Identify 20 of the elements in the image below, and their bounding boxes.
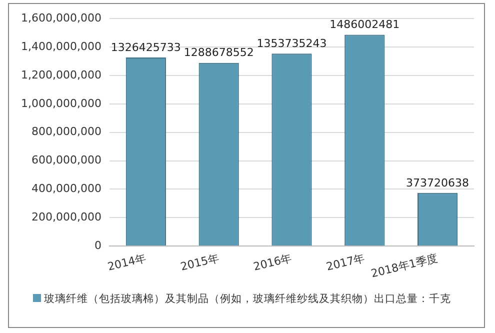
y-tick-label: 600,000,000 xyxy=(31,154,102,167)
data-label: 373720638 xyxy=(406,176,470,190)
y-tick-label: 1,400,000,000 xyxy=(20,40,102,53)
data-label: 1326425733 xyxy=(110,40,181,54)
x-tick-label: 2018年1季度 xyxy=(370,252,439,280)
y-tick-label: 1,000,000,000 xyxy=(20,96,102,110)
x-tick-label: 2015年 xyxy=(179,252,220,274)
data-label: 1486002481 xyxy=(330,18,400,32)
y-tick-label: 0 xyxy=(94,238,102,252)
y-tick-label: 1,600,000,000 xyxy=(20,11,102,24)
data-label: 1353735243 xyxy=(256,36,327,50)
x-tick-label: 2014年 xyxy=(106,252,148,274)
y-tick-label: 800,000,000 xyxy=(31,125,102,138)
y-tick-label: 200,000,000 xyxy=(31,210,102,224)
x-tick-label: 2017年 xyxy=(325,252,366,274)
data-label: 1288678552 xyxy=(184,46,254,60)
y-tick-label: 400,000,000 xyxy=(31,182,102,196)
y-tick-label: 1,200,000,000 xyxy=(20,68,102,82)
legend-label: 玻璃纤维（包括玻璃棉）及其制品（例如，玻璃纤维纱线及其织物）出口总量：千克 xyxy=(43,292,452,307)
x-tick-label: 2016年 xyxy=(252,252,294,274)
